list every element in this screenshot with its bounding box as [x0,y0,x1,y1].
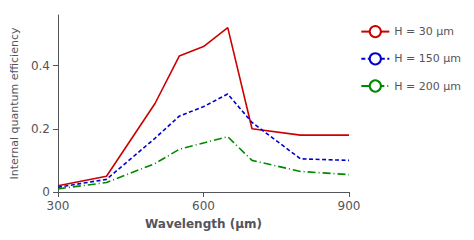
svg-text:Wavelength (μm): Wavelength (μm) [145,217,262,231]
svg-text:H = 150 μm: H = 150 μm [394,52,461,65]
svg-text:300: 300 [47,199,70,213]
svg-text:600: 600 [192,199,215,213]
svg-text:900: 900 [338,199,361,213]
svg-text:H = 30 μm: H = 30 μm [394,25,454,38]
svg-text:0: 0 [42,185,50,199]
svg-text:0.4: 0.4 [31,59,50,73]
svg-text:0.2: 0.2 [31,122,50,136]
svg-text:H = 200 μm: H = 200 μm [394,80,461,93]
svg-text:Internal quantum efficiency: Internal quantum efficiency [8,27,21,179]
